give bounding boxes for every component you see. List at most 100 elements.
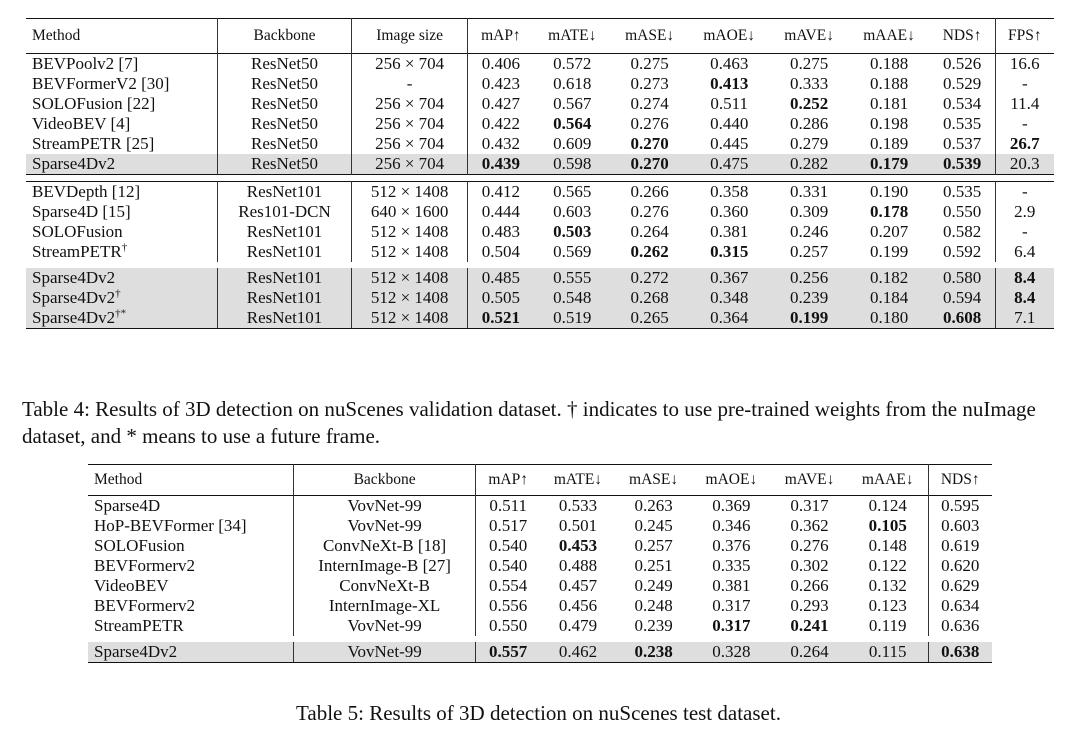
value-cell: 20.3 xyxy=(995,154,1054,175)
table4-row: Sparse4Dv2†* ResNet101 512 × 1408 0.521 0.51… xyxy=(26,308,1054,329)
value-cell: 0.412 xyxy=(467,181,534,202)
value-cell: 0.251 xyxy=(634,556,673,575)
value-cell: 0.569 xyxy=(553,242,592,261)
superscript-mark: † xyxy=(115,287,121,300)
value-cell: 0.293 xyxy=(790,596,829,615)
value-cell: 256 × 704 xyxy=(351,134,468,154)
value-cell: 0.265 xyxy=(610,308,689,329)
value-cell: ResNet50 xyxy=(217,74,353,94)
table4-row: BEVFormerV2 [30] ResNet50-0.423 0.618 0.273… xyxy=(26,74,1054,94)
column-header: Method xyxy=(88,464,295,496)
value-cell: 0.517 xyxy=(489,516,528,535)
value-cell: 256 × 704 xyxy=(351,154,468,175)
value-cell: 0.181 xyxy=(869,94,909,113)
value-cell: 0.556 xyxy=(489,596,528,615)
value-cell: 0.256 xyxy=(769,268,849,288)
value-cell: - xyxy=(351,74,468,94)
value-cell: 0.246 xyxy=(790,222,829,241)
value-cell: 8.4 xyxy=(995,268,1054,288)
value-cell: ResNet101 xyxy=(217,222,353,242)
table5-row: VideoBEV ConvNeXt-B 0.554 0.457 0.249 0.381 0.… xyxy=(88,576,992,596)
value-cell: ResNet101 xyxy=(217,288,353,308)
value-cell: 0.367 xyxy=(688,268,770,288)
column-header: mASE↓ xyxy=(610,18,689,54)
value-cell: 16.6 xyxy=(995,53,1054,74)
value-cell: 0.198 xyxy=(869,114,909,133)
table4-header-row: Method Backbone Image size mAP↑ mATE↓ mASE↓ mA… xyxy=(26,18,1054,54)
method-cell: BEVFormerv2 xyxy=(88,556,295,576)
method-cell: BEVDepth [12] xyxy=(26,181,218,202)
value-cell: ResNet50 xyxy=(217,53,353,74)
value-cell: 11.4 xyxy=(1010,94,1040,113)
value-cell: 0.413 xyxy=(710,74,749,93)
value-cell: 0.270 xyxy=(630,134,669,153)
value-cell: 0.302 xyxy=(790,556,829,575)
value-cell: 0.178 xyxy=(869,202,909,221)
value-cell: 0.511 xyxy=(710,94,749,113)
value-cell: 0.276 xyxy=(630,202,669,221)
value-cell: 0.534 xyxy=(929,94,996,114)
value-cell: 26.7 xyxy=(1009,134,1040,153)
column-header: mAVE↓ xyxy=(769,18,849,54)
value-cell: ResNet101 xyxy=(217,181,353,202)
value-cell: 0.124 xyxy=(847,495,929,516)
value-cell: 0.180 xyxy=(848,308,930,329)
column-header: mAAE↓ xyxy=(848,18,930,54)
value-cell: 0.580 xyxy=(929,268,996,288)
value-cell: 0.479 xyxy=(558,616,598,635)
value-cell: 512 × 1408 xyxy=(351,288,468,308)
value-cell: 0.335 xyxy=(712,556,751,575)
value-cell: 0.439 xyxy=(467,154,534,175)
method-cell: VideoBEV [4] xyxy=(26,114,218,134)
value-cell: 0.272 xyxy=(610,268,689,288)
value-cell: 0.440 xyxy=(710,114,749,133)
table4-row: BEVPoolv2 [7] ResNet50 256 × 704 0.406 0.572… xyxy=(26,53,1054,74)
value-cell: 0.381 xyxy=(710,222,749,241)
value-cell: 0.115 xyxy=(847,642,929,663)
table4-row: SOLOFusion ResNet101 512 × 1408 0.483 0.503 0… xyxy=(26,222,1054,242)
value-cell: 256 × 704 xyxy=(351,114,468,134)
value-cell: 0.603 xyxy=(941,516,980,535)
value-cell: 0.423 xyxy=(481,74,520,93)
value-cell: 0.328 xyxy=(691,642,772,663)
column-header: mAOE↓ xyxy=(691,464,772,496)
table4-row: SOLOFusion [22] ResNet50 256 × 704 0.427 0.5… xyxy=(26,94,1054,114)
method-cell: BEVPoolv2 [7] xyxy=(26,53,218,74)
table5-row: SOLOFusion ConvNeXt-B [18] 0.540 0.453 0.257… xyxy=(88,536,992,556)
value-cell: 0.603 xyxy=(553,202,592,221)
value-cell: ResNet101 xyxy=(217,242,353,262)
value-cell: 0.526 xyxy=(929,53,996,74)
value-cell: 0.276 xyxy=(790,536,829,555)
column-header: Image size xyxy=(351,18,468,54)
value-cell: 0.348 xyxy=(688,288,770,308)
value-cell: 0.331 xyxy=(769,181,849,202)
value-cell: ConvNeXt-B [18] xyxy=(293,536,476,556)
value-cell: 0.362 xyxy=(790,516,829,535)
value-cell: 0.554 xyxy=(489,576,528,595)
value-cell: VovNet-99 xyxy=(293,516,476,536)
value-cell: 0.537 xyxy=(929,134,996,154)
value-cell: 6.4 xyxy=(1014,242,1036,261)
value-cell: 0.381 xyxy=(712,576,751,595)
table4-row: Sparse4Dv2 ResNet50 256 × 704 0.439 0.598 0.2… xyxy=(26,154,1054,175)
value-cell: 0.188 xyxy=(848,53,930,74)
method-cell: Sparse4D [15] xyxy=(26,202,218,222)
column-header: mAP↑ xyxy=(475,464,541,496)
value-cell: 0.257 xyxy=(790,242,829,261)
value-cell: 0.248 xyxy=(634,596,673,615)
method-cell: SOLOFusion xyxy=(88,536,295,556)
value-cell: 0.189 xyxy=(869,134,909,153)
value-cell: - xyxy=(1021,74,1028,93)
table4-row: BEVDepth [12] ResNet101 512 × 1408 0.412 0.5… xyxy=(26,181,1054,202)
value-cell: 0.540 xyxy=(489,536,528,555)
table5-row: StreamPETR VovNet-99 0.550 0.479 0.239 0.317 0… xyxy=(88,616,992,636)
column-header: NDS↑ xyxy=(928,464,992,496)
value-cell: 0.317 xyxy=(712,616,751,635)
value-cell: 512 × 1408 xyxy=(351,268,468,288)
method-cell: StreamPETR xyxy=(88,616,295,636)
value-cell: 0.565 xyxy=(533,181,611,202)
value-cell: 0.317 xyxy=(771,495,848,516)
value-cell: 0.358 xyxy=(688,181,770,202)
value-cell: 0.252 xyxy=(790,94,829,113)
method-cell: Sparse4Dv2†* xyxy=(26,308,218,329)
